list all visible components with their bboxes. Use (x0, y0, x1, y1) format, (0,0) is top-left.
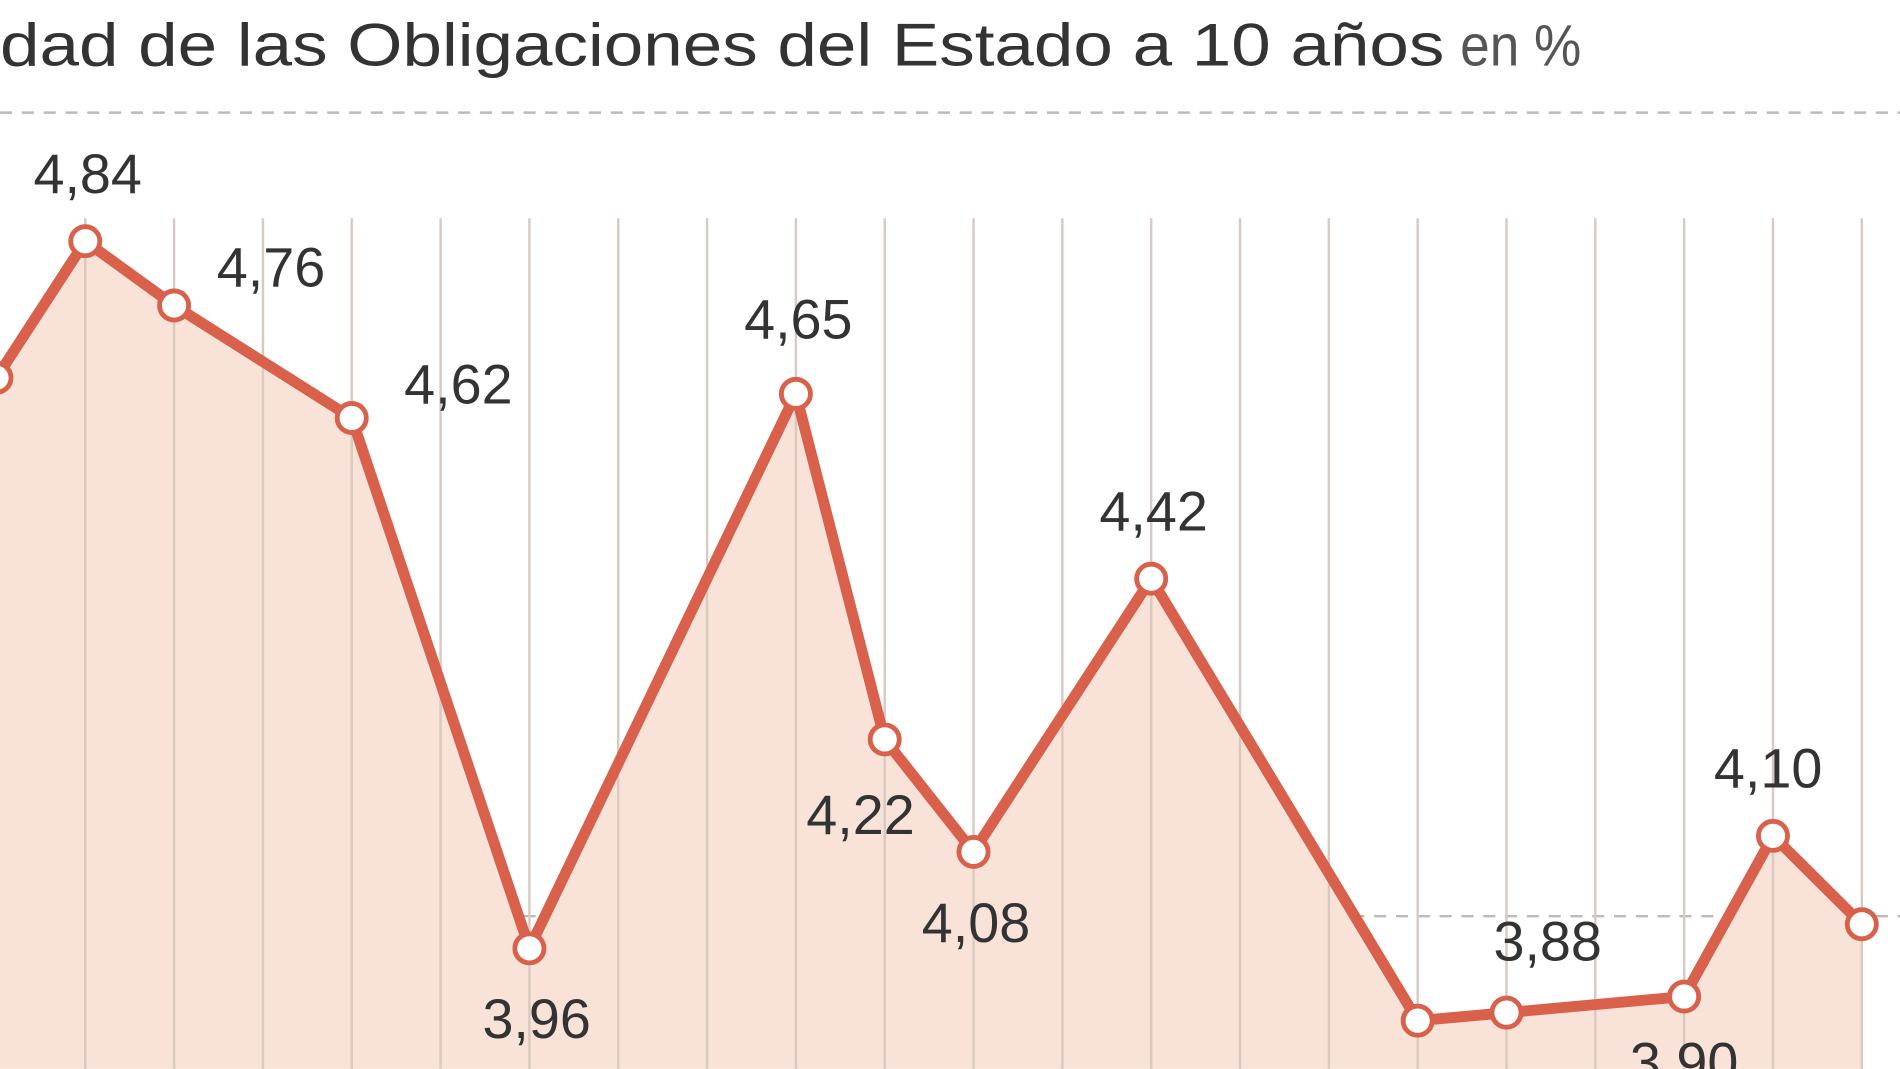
data-label: 4,42 (1099, 480, 1207, 542)
data-label: 3,88 (1493, 911, 1601, 973)
data-label: 4,62 (404, 354, 512, 416)
point-marker (1400, 1003, 1435, 1038)
point-marker (68, 224, 103, 259)
data-label: 4,76 (217, 236, 325, 298)
point-marker (1489, 995, 1524, 1030)
label-layer: 4,84 4,76 4,62 3,96 4,65 4,224,08 4,42 3,88 3,90… (33, 143, 1822, 1069)
line-layer (0, 224, 1879, 1038)
point-marker (1756, 818, 1790, 853)
point-marker (956, 834, 991, 869)
point-marker (1134, 561, 1169, 596)
data-label: 3,96 (482, 988, 590, 1050)
chart-subtitle: en % (1460, 14, 1581, 79)
line (0, 235, 1866, 1027)
point-marker (1844, 907, 1879, 942)
point-marker (1667, 979, 1702, 1014)
data-label: 4,65 (744, 288, 852, 350)
data-label: 3,90 (1630, 1032, 1738, 1069)
area-layer (0, 218, 1864, 1069)
point-marker (778, 376, 813, 411)
point-marker (512, 931, 547, 966)
point-marker (867, 722, 902, 757)
point-marker (334, 401, 369, 435)
data-label: 4,10 (1714, 738, 1822, 800)
area (0, 241, 1862, 1069)
chart-title: dad de las Obligaciones del Estado a 10 … (0, 11, 1444, 79)
data-label: 4,08 (922, 892, 1030, 954)
data-label: 4,22 (806, 784, 914, 846)
point-marker (0, 361, 14, 395)
point-marker (157, 288, 192, 323)
data-label: 4,84 (33, 143, 141, 205)
